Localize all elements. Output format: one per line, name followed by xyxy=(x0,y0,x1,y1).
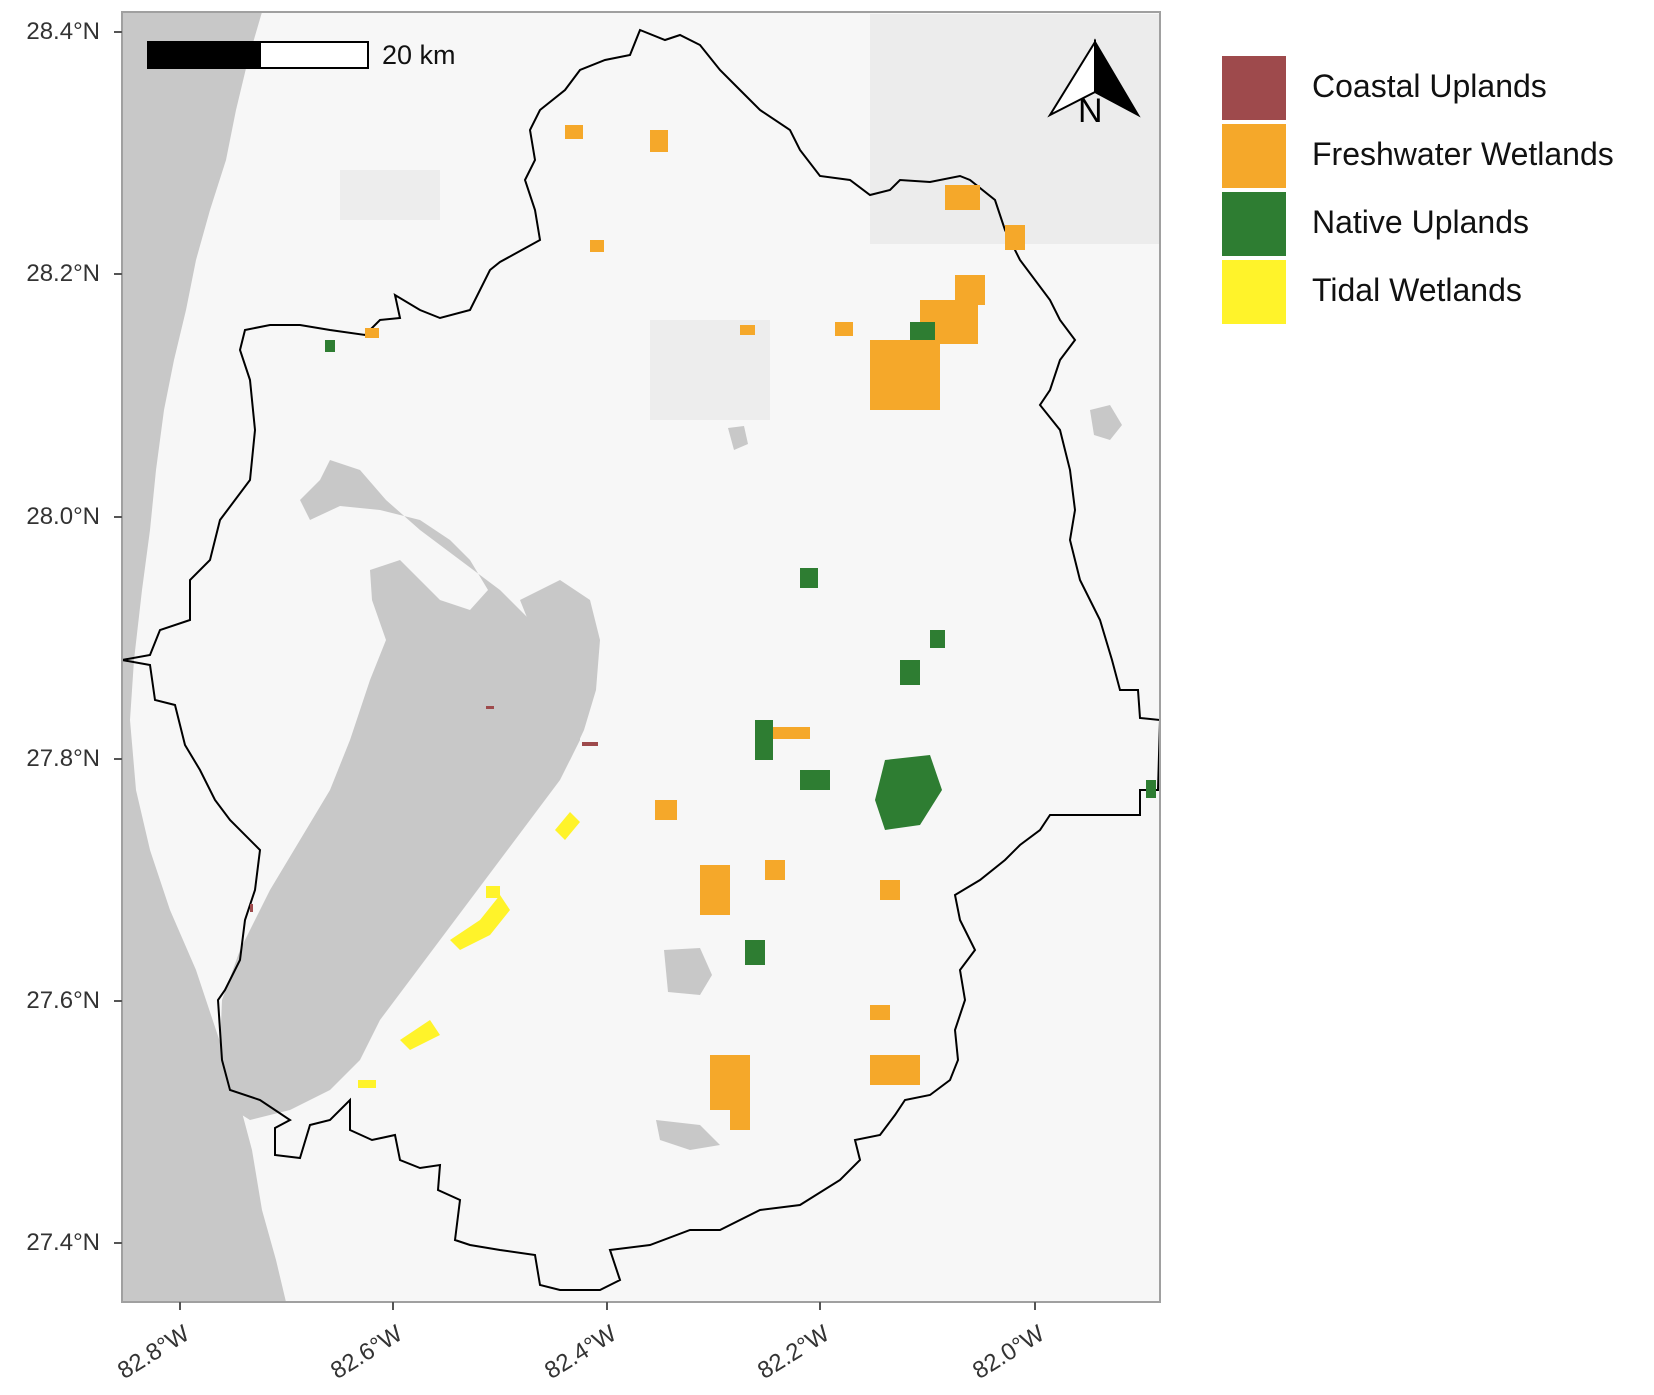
wetland-patch xyxy=(955,275,985,305)
wildlife-area xyxy=(870,14,1160,244)
wetland-patch xyxy=(765,860,785,880)
tampa-bay-water xyxy=(218,460,580,1120)
upland-patch xyxy=(875,755,942,830)
wetland-patch xyxy=(655,800,677,820)
scale-bar xyxy=(147,41,369,69)
upland-patch xyxy=(800,770,830,790)
upland-patch xyxy=(755,720,773,760)
north-arrow-icon xyxy=(1047,38,1141,118)
y-axis-label: 27.4°N xyxy=(26,1229,100,1256)
tidal-patch xyxy=(450,895,510,950)
wetland-patch xyxy=(565,125,583,139)
coastal-patch xyxy=(486,706,494,709)
upland-patch xyxy=(900,660,920,685)
scale-bar-label: 20 km xyxy=(382,40,456,70)
legend-swatch-freshwater-wetlands xyxy=(1222,124,1286,188)
coastal-patch xyxy=(250,904,253,912)
wetland-patch xyxy=(870,1005,890,1020)
legend-label: Freshwater Wetlands xyxy=(1312,136,1614,172)
wetland-patch xyxy=(700,865,730,915)
wetland-patch xyxy=(1005,225,1025,250)
wetland-patch xyxy=(590,240,604,252)
y-axis-label: 28.0°N xyxy=(26,503,100,530)
native-uplands-patches xyxy=(325,322,1156,965)
legend-label: Tidal Wetlands xyxy=(1312,272,1522,308)
wetland-patch xyxy=(870,1055,920,1085)
inland-lake xyxy=(728,426,748,450)
wetland-patch xyxy=(365,328,379,338)
wildlife-area xyxy=(650,320,770,420)
wetland-patch xyxy=(945,185,980,210)
map-panel-border xyxy=(121,11,1161,1303)
north-arrow-right xyxy=(1094,38,1141,118)
wetland-patch xyxy=(740,325,755,335)
north-arrow-label: N xyxy=(1078,92,1103,130)
inland-lake xyxy=(656,1120,720,1150)
wetland-patch xyxy=(650,130,668,152)
inland-lake xyxy=(1090,405,1122,440)
legend-label: Native Uplands xyxy=(1312,204,1529,240)
upland-patch xyxy=(325,340,335,352)
y-axis-ticks xyxy=(114,31,122,1244)
tidal-wetlands-patches xyxy=(358,812,580,1088)
wetland-patch xyxy=(710,1055,750,1110)
legend-swatch-tidal-wetlands xyxy=(1222,260,1286,324)
wetland-patch xyxy=(870,340,940,410)
x-axis-ticks xyxy=(179,1302,1036,1310)
legend-swatch-native-uplands xyxy=(1222,192,1286,256)
inland-lake xyxy=(664,948,712,995)
y-axis-label: 28.2°N xyxy=(26,260,100,287)
wetland-patch xyxy=(835,322,853,336)
upland-patch xyxy=(745,940,765,965)
y-axis-label: 27.6°N xyxy=(26,987,100,1014)
tidal-patch xyxy=(400,1020,440,1050)
wetland-patch xyxy=(880,880,900,900)
freshwater-wetlands-patches xyxy=(365,125,1025,1130)
scale-bar-black xyxy=(147,41,261,69)
upland-patch xyxy=(930,630,945,648)
scale-bar-white xyxy=(259,41,369,69)
tidal-patch xyxy=(358,1080,376,1088)
wetland-patch xyxy=(730,1110,750,1130)
upland-patch xyxy=(1146,780,1156,798)
legend-swatch-coastal-uplands xyxy=(1222,56,1286,120)
upland-patch xyxy=(910,322,935,340)
coastal-uplands-patches xyxy=(250,706,598,912)
gulf-of-mexico-water xyxy=(122,12,286,1302)
y-axis-label: 27.8°N xyxy=(26,745,100,772)
wildlife-area xyxy=(340,170,440,220)
tidal-patch xyxy=(486,886,500,898)
hillsborough-bay-water xyxy=(520,580,600,780)
legend-label: Coastal Uplands xyxy=(1312,68,1547,104)
y-axis-label: 28.4°N xyxy=(26,18,100,45)
tidal-patch xyxy=(555,812,580,840)
coastal-patch xyxy=(582,742,598,746)
upland-patch xyxy=(800,568,818,588)
